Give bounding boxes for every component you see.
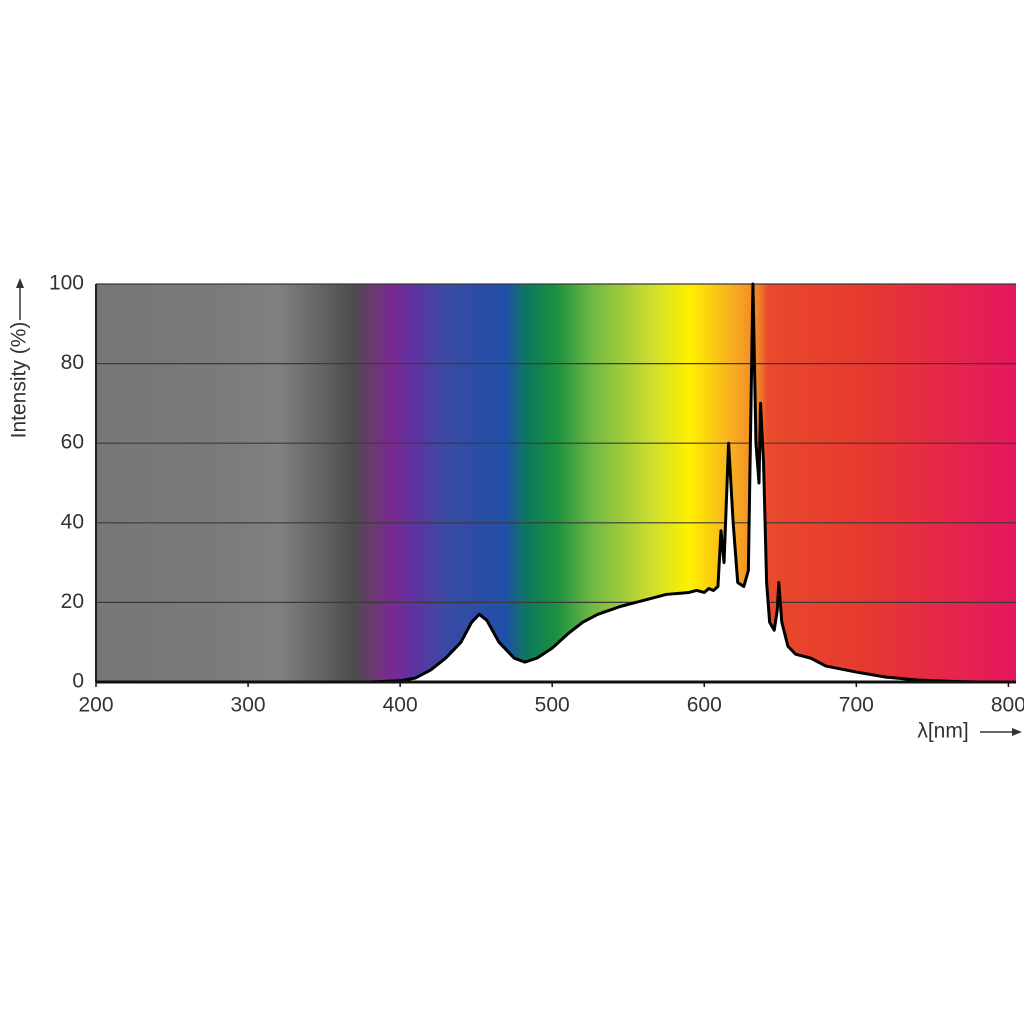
x-axis-arrowhead [1012, 728, 1022, 736]
x-tick-label: 700 [839, 694, 874, 717]
spectrum-line [96, 282, 979, 684]
y-axis-arrowhead [16, 278, 24, 288]
area-fill [96, 284, 978, 682]
x-tick-label: 200 [78, 694, 113, 717]
marks [96, 282, 979, 684]
x-tick-label: 800 [991, 694, 1024, 717]
spectrum-background [96, 284, 1016, 682]
x-tick-label: 400 [383, 694, 418, 717]
y-tick-label: 40 [61, 510, 84, 533]
y-tick-label: 60 [61, 431, 84, 454]
y-tick-label: 0 [72, 670, 84, 693]
x-axis-label: λ[nm] [917, 720, 968, 743]
x-tick-label: 600 [687, 694, 722, 717]
y-axis-label: Intensity (%) [8, 322, 31, 439]
y-tick-label: 80 [61, 351, 84, 374]
x-tick-label: 500 [535, 694, 570, 717]
y-tick-label: 100 [49, 272, 84, 295]
y-tick-label: 20 [61, 590, 84, 613]
x-tick-label: 300 [231, 694, 266, 717]
